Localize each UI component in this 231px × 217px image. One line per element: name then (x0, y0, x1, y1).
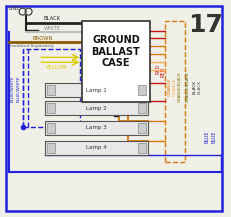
Bar (22, 49, 80, 127)
Text: Insulated Separately: Insulated Separately (9, 44, 54, 48)
Text: RED: RED (155, 64, 160, 74)
Text: ORANGE/BLACK: ORANGE/BLACK (177, 72, 181, 102)
Bar (137, 123, 145, 133)
Text: BLUE: BLUE (204, 131, 209, 143)
Bar (164, 21, 184, 162)
Text: YELLOW: YELLOW (46, 65, 67, 70)
Bar (47, 103, 55, 113)
Text: RED: RED (160, 67, 164, 77)
Bar (47, 123, 55, 133)
Bar (137, 143, 145, 153)
Text: Lamp 2: Lamp 2 (86, 105, 106, 110)
Text: Lamp 3: Lamp 3 (86, 125, 106, 130)
Text: BLUE: BLUE (211, 131, 216, 143)
Bar (137, 103, 145, 113)
Bar (82, 21, 149, 102)
Text: 17: 17 (188, 13, 222, 37)
Text: Lamp 1: Lamp 1 (86, 88, 106, 93)
Text: Lamp 4: Lamp 4 (86, 145, 106, 150)
Bar (45, 121, 147, 135)
Bar (45, 141, 147, 155)
Bar (137, 85, 145, 95)
Text: GROUND
BALLAST
CASE: GROUND BALLAST CASE (91, 35, 140, 68)
Text: BLUE/WHITE: BLUE/WHITE (11, 76, 15, 102)
Bar (47, 85, 55, 95)
Text: BROWN: BROWN (32, 36, 52, 41)
Text: ORANGE/BLACK: ORANGE/BLACK (185, 72, 189, 102)
Text: BLACK: BLACK (44, 16, 61, 21)
Bar (45, 101, 147, 115)
Text: WHITE: WHITE (44, 26, 61, 31)
Bar (45, 83, 147, 97)
Text: ORANGE: ORANGE (172, 78, 176, 96)
Text: BLUE/WHITE: BLUE/WHITE (17, 76, 21, 102)
Text: ORANGE: ORANGE (167, 78, 171, 96)
Bar (47, 143, 55, 153)
Text: LINE: LINE (9, 6, 21, 11)
Text: BLACK: BLACK (192, 80, 196, 94)
Text: BLACK: BLACK (197, 80, 201, 94)
